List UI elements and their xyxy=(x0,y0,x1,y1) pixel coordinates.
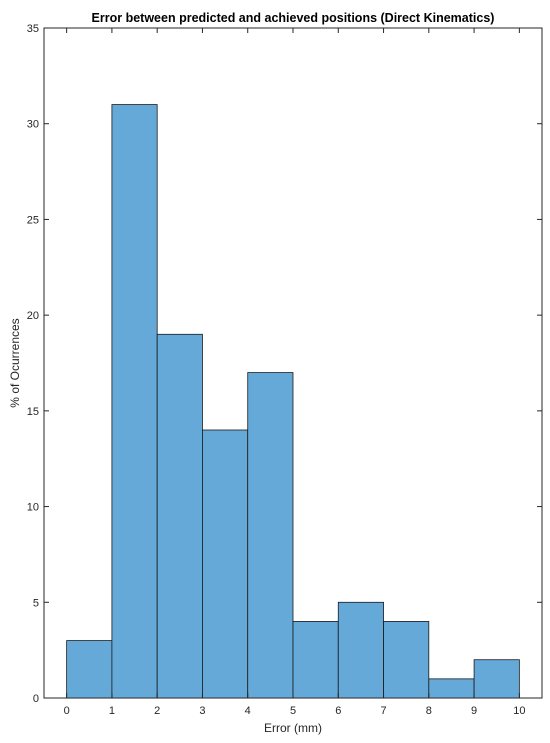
x-tick-label: 7 xyxy=(380,705,386,717)
histogram-bar xyxy=(111,104,158,699)
y-tick-label: 15 xyxy=(27,406,39,418)
y-tick-label: 30 xyxy=(27,119,39,131)
histogram-bar xyxy=(202,429,249,699)
histogram-bar xyxy=(292,621,339,699)
y-tick-label: 5 xyxy=(33,597,39,609)
histogram-bar xyxy=(66,640,113,699)
histogram-bar xyxy=(383,621,430,699)
chart-title: Error between predicted and achieved pos… xyxy=(92,11,495,25)
histogram-bar xyxy=(337,601,384,699)
y-tick-label: 0 xyxy=(33,693,39,705)
y-tick-label: 20 xyxy=(27,310,39,322)
x-axis-label: Error (mm) xyxy=(264,721,322,735)
histogram-bar xyxy=(247,372,294,699)
y-axis-label: % of Ocurrences xyxy=(8,318,22,407)
x-tick-label: 9 xyxy=(471,705,477,717)
y-tick-label: 25 xyxy=(27,214,39,226)
plot-area: 0 1 2 3 4 5 6 7 8 9 10 0 5 10 15 20 25 30 35 xyxy=(27,23,543,717)
y-tick-label: 10 xyxy=(27,502,39,514)
x-tick-label: 6 xyxy=(335,705,341,717)
x-tick-label: 4 xyxy=(245,705,251,717)
bars-group xyxy=(66,104,520,699)
y-tick-label: 35 xyxy=(27,23,39,35)
x-axis-ticks: 0 1 2 3 4 5 6 7 8 9 10 xyxy=(64,28,525,717)
x-tick-label: 8 xyxy=(426,705,432,717)
y-axis-ticks: 0 5 10 15 20 25 30 35 xyxy=(27,23,542,705)
x-tick-label: 1 xyxy=(109,705,115,717)
x-tick-label: 0 xyxy=(64,705,70,717)
x-tick-label: 5 xyxy=(290,705,296,717)
histogram-bar xyxy=(473,659,520,699)
x-tick-label: 10 xyxy=(513,705,525,717)
histogram-bar xyxy=(156,333,203,699)
x-tick-label: 3 xyxy=(199,705,205,717)
x-tick-label: 2 xyxy=(154,705,160,717)
histogram-bar xyxy=(428,678,475,699)
